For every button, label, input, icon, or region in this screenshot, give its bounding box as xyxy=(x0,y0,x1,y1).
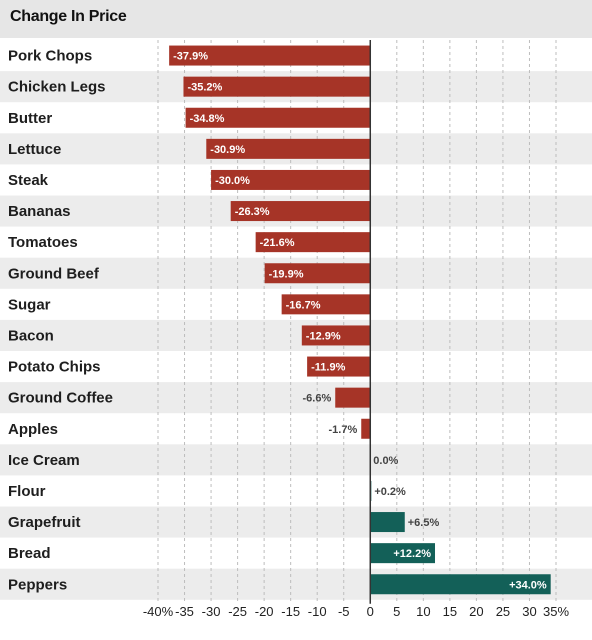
value-label-ground-coffee: -6.6% xyxy=(302,393,331,405)
value-label-lettuce: -30.9% xyxy=(210,144,245,156)
value-label-bread: +12.2% xyxy=(393,548,431,560)
bar-lettuce xyxy=(206,138,371,159)
category-label-sugar: Sugar xyxy=(8,296,51,313)
category-label-bacon: Bacon xyxy=(8,327,54,344)
row-band xyxy=(0,382,592,414)
category-label-pork-chops: Pork Chops xyxy=(8,48,92,65)
bar-grapefruit xyxy=(370,512,405,533)
value-label-bananas: -26.3% xyxy=(235,206,270,218)
category-label-apples: Apples xyxy=(8,421,58,438)
bar-bananas xyxy=(230,201,371,222)
value-label-steak: -30.0% xyxy=(215,175,250,187)
bar-sugar xyxy=(281,294,371,315)
category-label-butter: Butter xyxy=(8,110,52,127)
bar-steak xyxy=(211,169,371,190)
x-tick-label: 0 xyxy=(367,604,374,619)
value-label-grapefruit: +6.5% xyxy=(408,517,440,529)
bar-chicken-legs xyxy=(183,76,371,97)
x-tick-label: -5 xyxy=(338,604,350,619)
bar-tomatoes xyxy=(255,232,371,253)
x-tick-label: 30 xyxy=(522,604,536,619)
category-label-ground-coffee: Ground Coffee xyxy=(8,390,113,407)
value-label-tomatoes: -21.6% xyxy=(260,237,295,249)
category-label-steak: Steak xyxy=(8,172,49,189)
value-label-bacon: -12.9% xyxy=(306,330,341,342)
category-label-ice-cream: Ice Cream xyxy=(8,452,80,469)
x-tick-label: -20 xyxy=(255,604,274,619)
category-label-grapefruit: Grapefruit xyxy=(8,514,81,531)
category-label-tomatoes: Tomatoes xyxy=(8,234,78,251)
bar-butter xyxy=(185,107,371,128)
bar-apples xyxy=(361,418,371,439)
x-tick-label: -30 xyxy=(202,604,221,619)
x-tick-label: -15 xyxy=(281,604,300,619)
bar-pork-chops xyxy=(169,45,371,66)
value-label-ice-cream: 0.0% xyxy=(373,455,398,467)
value-label-pork-chops: -37.9% xyxy=(173,51,208,63)
x-tick-label: 20 xyxy=(469,604,483,619)
x-tick-label: 35% xyxy=(543,604,569,619)
category-label-peppers: Peppers xyxy=(8,576,67,593)
category-label-bananas: Bananas xyxy=(8,203,71,220)
row-band xyxy=(0,444,592,476)
value-label-chicken-legs: -35.2% xyxy=(187,82,222,94)
category-label-potato-chips: Potato Chips xyxy=(8,359,101,376)
value-label-peppers: +34.0% xyxy=(509,579,547,591)
row-band xyxy=(0,319,592,351)
x-tick-label: 5 xyxy=(393,604,400,619)
value-label-flour: +0.2% xyxy=(374,486,406,498)
category-label-lettuce: Lettuce xyxy=(8,141,61,158)
category-label-ground-beef: Ground Beef xyxy=(8,265,100,282)
bar-bread xyxy=(370,543,436,564)
value-label-butter: -34.8% xyxy=(190,113,225,125)
bar-ground-coffee xyxy=(335,387,371,408)
category-label-bread: Bread xyxy=(8,545,51,562)
value-label-sugar: -16.7% xyxy=(286,299,321,311)
value-label-potato-chips: -11.9% xyxy=(311,362,345,374)
row-band xyxy=(0,506,592,538)
x-tick-label: -10 xyxy=(308,604,327,619)
value-label-apples: -1.7% xyxy=(328,424,357,436)
x-tick-label: -35 xyxy=(175,604,194,619)
chart-title: Change In Price xyxy=(10,8,127,25)
x-tick-label: -25 xyxy=(228,604,247,619)
x-tick-label: 25 xyxy=(496,604,510,619)
bar-bacon xyxy=(301,325,371,346)
title-band xyxy=(0,0,592,38)
x-tick-label: 10 xyxy=(416,604,430,619)
value-label-ground-beef: -19.9% xyxy=(269,268,304,280)
bar-peppers xyxy=(370,574,551,595)
x-tick-label: 15 xyxy=(443,604,457,619)
x-tick-label: -40% xyxy=(143,604,174,619)
category-label-flour: Flour xyxy=(8,483,46,500)
category-label-chicken-legs: Chicken Legs xyxy=(8,79,106,96)
bar-ground-beef xyxy=(264,263,371,284)
bar-potato-chips xyxy=(307,356,371,377)
